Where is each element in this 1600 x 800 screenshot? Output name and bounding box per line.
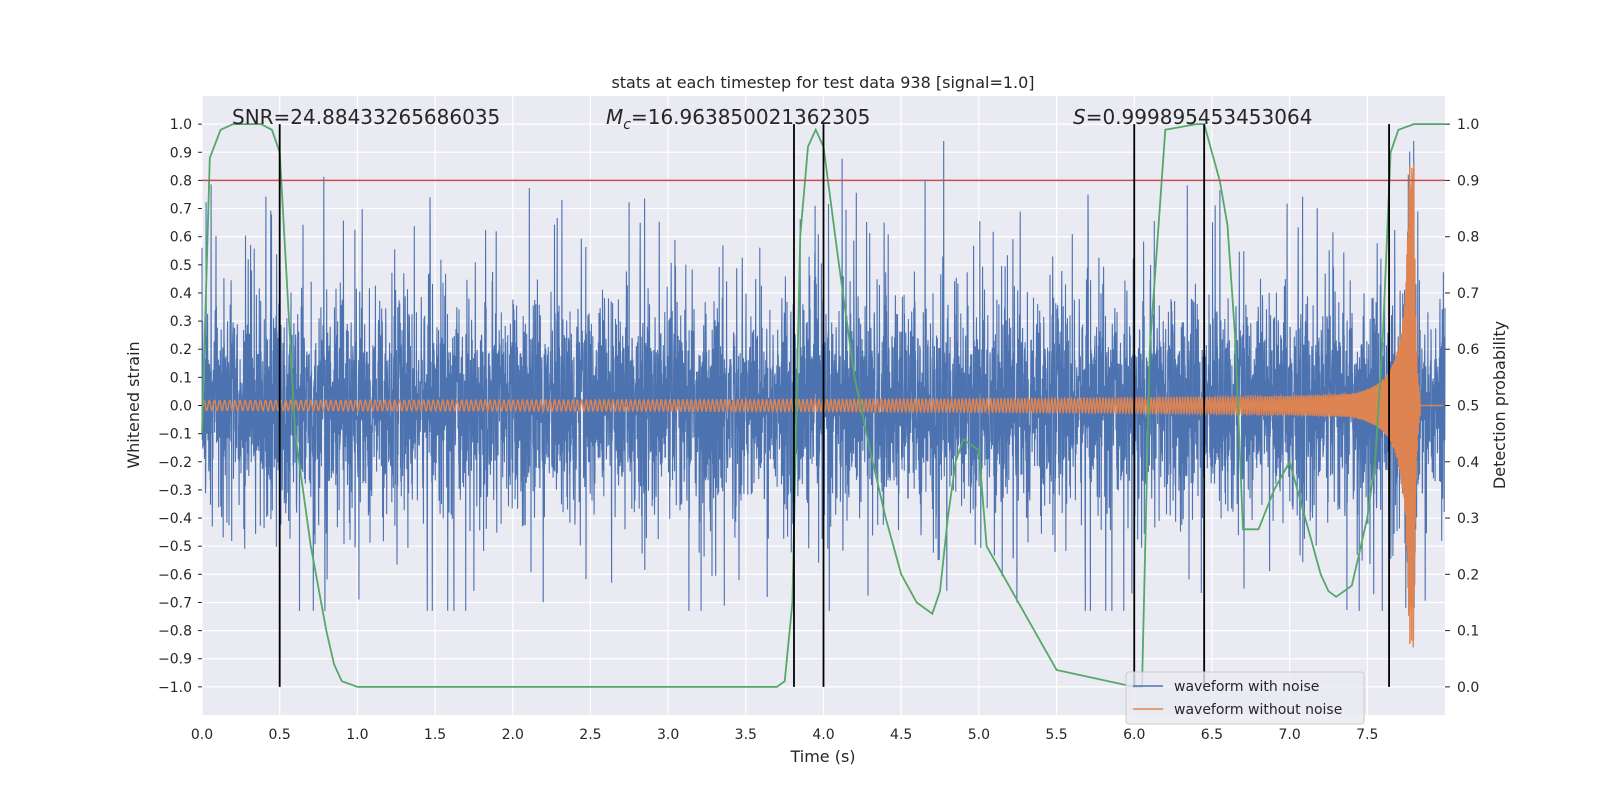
y-tick-label: 0.3 [170, 314, 192, 330]
y-tick-label: −0.9 [158, 652, 192, 668]
x-tick-label: 1.5 [424, 727, 446, 743]
y-tick-label: 1.0 [170, 117, 192, 133]
x-tick-label: 7.5 [1356, 727, 1378, 743]
y-tick-label: 0.0 [170, 399, 192, 415]
y2-tick-label: 0.6 [1457, 342, 1479, 358]
y2-axis-label: Detection probability [1490, 321, 1509, 489]
y2-tick-label: 1.0 [1457, 117, 1479, 133]
axes: 0.0 0.5 1.0 1.5 2.0 2.5 3.0 3.5 4.0 4.5 5.0 5.5 6.0 6… [158, 117, 1479, 743]
x-tick-label: 0.5 [269, 727, 291, 743]
y-tick-label: −0.5 [158, 539, 192, 555]
y-tick-label: −0.7 [158, 595, 192, 611]
y2-tick-label: 0.3 [1457, 511, 1479, 527]
y-axis-label: Whitened strain [124, 341, 143, 468]
x-tick-label: 0.0 [191, 727, 213, 743]
y-tick-label: 0.9 [170, 145, 192, 161]
x-axis-label: Time (s) [789, 747, 855, 766]
y-tick-label: −0.8 [158, 624, 192, 640]
y-tick-label: −0.3 [158, 483, 192, 499]
y-tick-label: −0.6 [158, 567, 192, 583]
legend-box [1125, 671, 1365, 725]
x-tick-label: 7.0 [1278, 727, 1300, 743]
y-tick-label: −0.2 [158, 455, 192, 471]
x-tick-label: 3.0 [657, 727, 679, 743]
y2-tick-label: 0.0 [1457, 680, 1479, 696]
y-tick-label: 0.5 [170, 258, 192, 274]
x-tick-label: 6.5 [1201, 727, 1223, 743]
y-tick-label: 0.8 [170, 173, 192, 189]
series-detection-probability [201, 123, 1445, 688]
y2-tick-label: 0.1 [1457, 624, 1479, 640]
y2-tick-label: 0.8 [1457, 230, 1479, 246]
chirp-mass-annotation: Mc=16.963850021362305 [606, 105, 870, 133]
legend: waveform with noise waveform without noi… [1125, 671, 1365, 725]
x-tick-label: 5.0 [968, 727, 990, 743]
legend-label-noisy: waveform with noise [1174, 679, 1319, 695]
y-tick-label: 0.2 [170, 342, 192, 358]
x-tick-label: 1.0 [346, 727, 368, 743]
x-tick-label: 4.5 [890, 727, 912, 743]
y-tick-label: 0.7 [170, 202, 192, 218]
y2-tick-label: 0.4 [1457, 455, 1479, 471]
snr-annotation: SNR=24.88433265686035 [232, 105, 500, 129]
chart-title: stats at each timestep for test data 938… [611, 73, 1034, 92]
y-tick-label: −0.4 [158, 511, 192, 527]
x-tick-label: 2.0 [502, 727, 524, 743]
x-tick-label: 3.5 [735, 727, 757, 743]
y-tick-label: −0.1 [158, 427, 192, 443]
y-tick-label: 0.4 [170, 286, 192, 302]
y2-tick-label: 0.2 [1457, 567, 1479, 583]
x-tick-label: 2.5 [579, 727, 601, 743]
legend-label-clean: waveform without noise [1174, 702, 1342, 718]
y-tick-label: −1.0 [158, 680, 192, 696]
data-layer [201, 123, 1446, 688]
x-tick-label: 4.0 [812, 727, 834, 743]
x-tick-label: 6.0 [1123, 727, 1145, 743]
y2-tick-label: 0.9 [1457, 173, 1479, 189]
y-tick-label: 0.1 [170, 370, 192, 386]
y2-tick-label: 0.7 [1457, 286, 1479, 302]
y-tick-label: 0.6 [170, 230, 192, 246]
y2-tick-label: 0.5 [1457, 399, 1479, 415]
x-tick-label: 5.5 [1045, 727, 1067, 743]
significance-annotation: S=0.999895453453064 [1073, 105, 1312, 129]
